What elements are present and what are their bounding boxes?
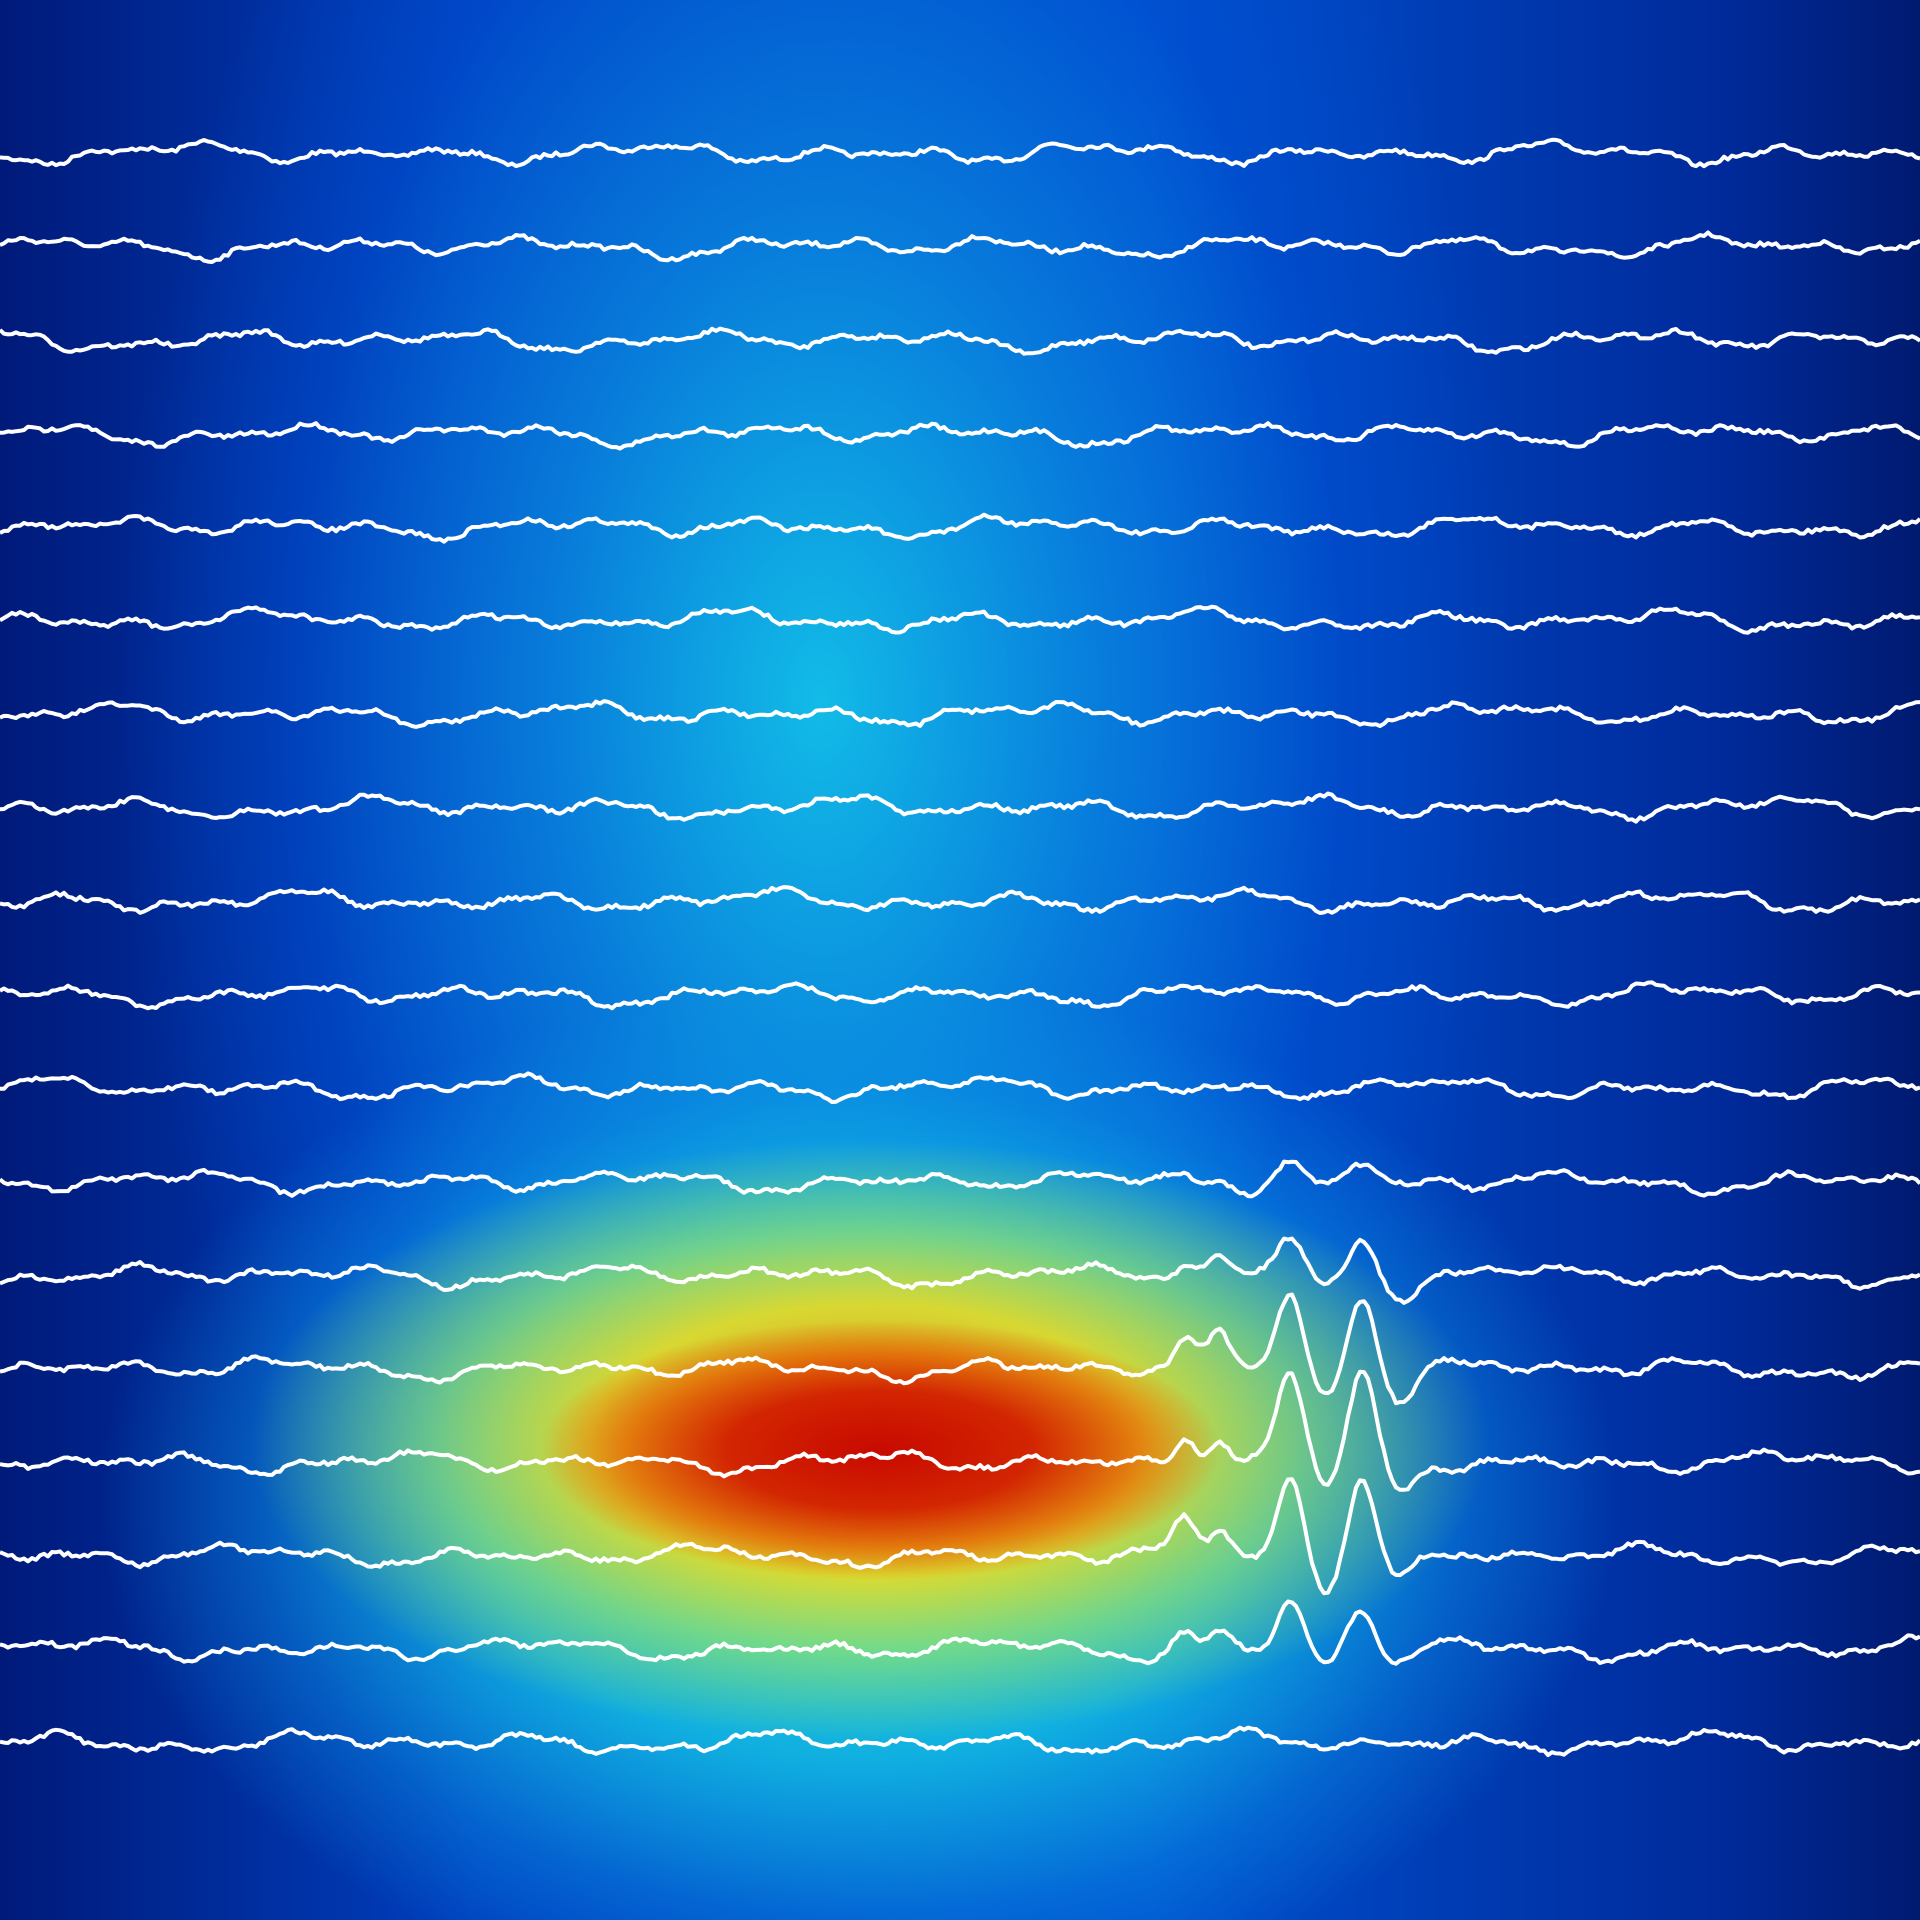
signal-trace-6 xyxy=(0,604,1920,635)
signal-trace-2 xyxy=(0,230,1920,264)
signal-trace-11 xyxy=(0,1071,1920,1104)
signal-trace-14 xyxy=(0,1292,1920,1406)
signal-trace-10 xyxy=(0,980,1920,1011)
signal-trace-12 xyxy=(0,1159,1920,1199)
signal-trace-17 xyxy=(0,1599,1920,1666)
signal-trace-9 xyxy=(0,885,1920,915)
signal-trace-8 xyxy=(0,791,1920,824)
signal-trace-3 xyxy=(0,326,1920,356)
signal-trace-18 xyxy=(0,1725,1920,1758)
signal-trace-4 xyxy=(0,421,1920,451)
signal-trace-5 xyxy=(0,512,1920,544)
signal-trace-15 xyxy=(0,1369,1920,1492)
signal-trace-1 xyxy=(0,137,1920,169)
signal-trace-16 xyxy=(0,1477,1920,1596)
signal-trace-13 xyxy=(0,1236,1920,1305)
signal-trace-7 xyxy=(0,699,1920,729)
